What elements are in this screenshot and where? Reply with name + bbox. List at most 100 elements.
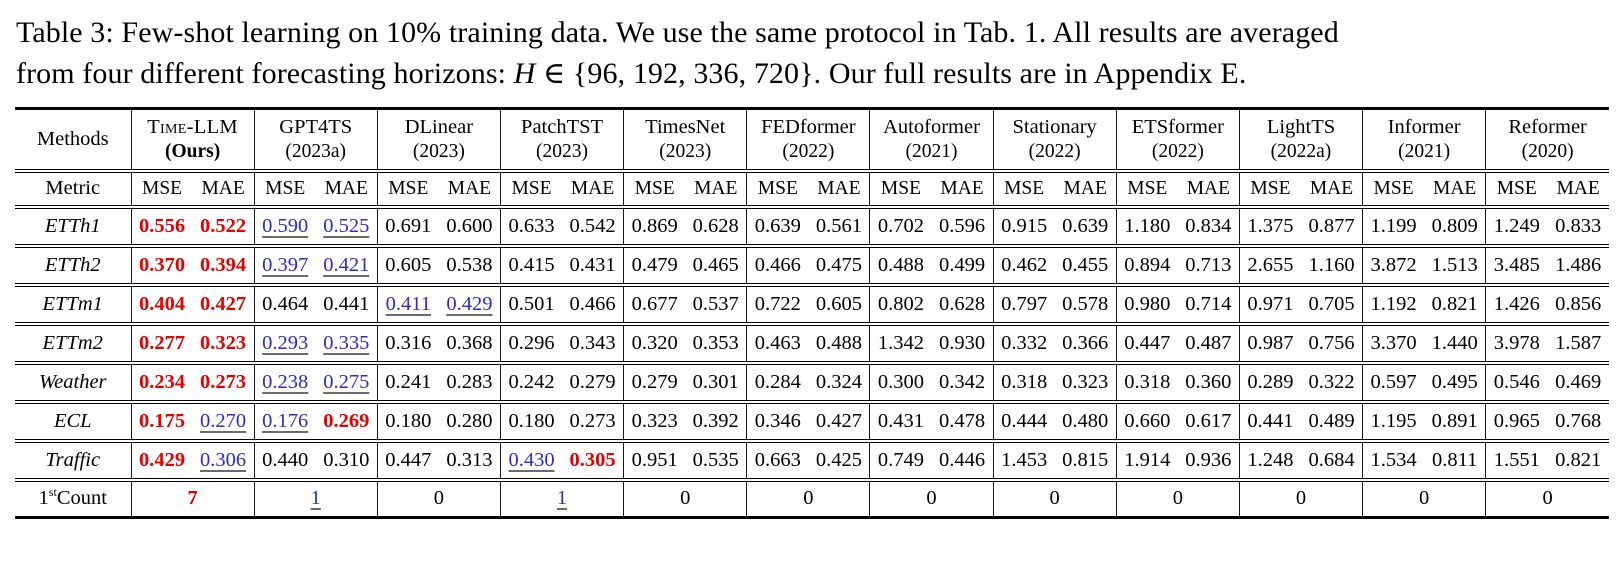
method-header: Reformer (2020) <box>1485 108 1609 173</box>
value-cell: 0.605 <box>377 245 439 287</box>
value-cell: 0.597 <box>1362 362 1425 404</box>
value-cell: 0.722 <box>746 284 809 326</box>
metric-mae-header: MAE <box>1054 170 1117 209</box>
value-cell: 0.465 <box>685 245 748 287</box>
value-cell: 0.466 <box>562 284 625 326</box>
caption-line1: Table 3: Few-shot learning on 10% traini… <box>16 16 1339 49</box>
value-cell: 0.366 <box>1054 323 1117 365</box>
value-cell: 0.441 <box>1239 401 1301 443</box>
value-cell: 0.705 <box>1300 284 1364 326</box>
metric-mse-header: MSE <box>623 170 686 209</box>
value-cell: 0.335 <box>315 323 378 365</box>
value-cell: 0.463 <box>746 323 809 365</box>
value-cell: 0.430 <box>500 440 563 482</box>
value-cell: 0.310 <box>315 440 378 482</box>
value-cell: 0.427 <box>192 284 255 326</box>
value-cell: 0.522 <box>192 206 255 248</box>
value-cell: 0.320 <box>623 323 686 365</box>
method-year: (Ours) <box>164 140 221 162</box>
value-cell: 1.375 <box>1239 206 1301 248</box>
value-cell: 0.856 <box>1547 284 1609 326</box>
value-cell: 1.551 <box>1485 440 1548 482</box>
value-cell: 1.440 <box>1424 323 1487 365</box>
value-cell: 0.600 <box>438 206 501 248</box>
metric-mae-header: MAE <box>1547 170 1609 209</box>
value-cell: 0.605 <box>808 284 871 326</box>
value-cell: 3.978 <box>1485 323 1548 365</box>
value-cell: 0.411 <box>377 284 439 326</box>
count-cell: 0 <box>869 479 994 518</box>
method-name: TimesNet <box>645 115 726 138</box>
value-cell: 0.455 <box>1054 245 1117 287</box>
value-cell: 0.556 <box>131 206 193 248</box>
value-cell: 1.192 <box>1362 284 1425 326</box>
metric-mse-header: MSE <box>1485 170 1548 209</box>
value-cell: 0.537 <box>685 284 748 326</box>
value-cell: 0.869 <box>623 206 686 248</box>
metric-mae-header: MAE <box>808 170 871 209</box>
value-cell: 0.342 <box>931 362 994 404</box>
method-year: (2022) <box>1151 140 1204 162</box>
value-cell: 0.660 <box>1116 401 1178 443</box>
value-cell: 0.447 <box>377 440 439 482</box>
value-cell: 0.821 <box>1547 440 1609 482</box>
method-year: (2023) <box>536 140 589 162</box>
count-cell: 0 <box>1542 487 1553 510</box>
caption-line2-pre: from four different forecasting horizons… <box>16 57 514 90</box>
caption-horizon-var: H <box>513 57 536 90</box>
value-cell: 0.478 <box>931 401 994 443</box>
value-cell: 1.534 <box>1362 440 1425 482</box>
value-cell: 0.234 <box>131 362 193 404</box>
value-cell: 0.469 <box>1547 362 1609 404</box>
value-cell: 0.628 <box>931 284 994 326</box>
value-cell: 0.756 <box>1300 323 1364 365</box>
value-cell: 0.394 <box>192 245 255 287</box>
value-cell: 0.951 <box>623 440 686 482</box>
value-cell: 0.238 <box>254 362 316 404</box>
count-cell: 0 <box>993 479 1117 518</box>
value-cell: 1.195 <box>1362 401 1425 443</box>
value-cell: 0.429 <box>438 284 501 326</box>
method-header: Informer (2021) <box>1362 108 1487 173</box>
value-cell: 0.360 <box>1177 362 1240 404</box>
value-cell: 0.488 <box>808 323 871 365</box>
value-cell: 1.160 <box>1300 245 1364 287</box>
value-cell: 1.513 <box>1424 245 1487 287</box>
metric-mae-header: MAE <box>562 170 625 209</box>
value-cell: 0.815 <box>1054 440 1117 482</box>
value-cell: 0.930 <box>931 323 994 365</box>
metric-mae-header: MAE <box>438 170 501 209</box>
value-cell: 0.877 <box>1300 206 1364 248</box>
count-cell: 1 <box>500 479 625 518</box>
value-cell: 0.714 <box>1177 284 1240 326</box>
value-cell: 0.489 <box>1300 401 1364 443</box>
metric-mse-header: MSE <box>869 170 932 209</box>
value-cell: 0.429 <box>131 440 193 482</box>
method-name: GPT4TS <box>279 115 353 138</box>
table-caption: Table 3: Few-shot learning on 10% traini… <box>16 12 1608 94</box>
method-year: (2022) <box>1028 140 1081 162</box>
value-cell: 0.894 <box>1116 245 1178 287</box>
value-cell: 0.277 <box>131 323 193 365</box>
method-year: (2023) <box>659 140 712 162</box>
method-header: FEDformer (2022) <box>746 108 871 173</box>
value-cell: 0.289 <box>1239 362 1301 404</box>
metric-mse-header: MSE <box>1239 170 1301 209</box>
value-cell: 0.176 <box>254 401 316 443</box>
value-cell: 0.811 <box>1424 440 1487 482</box>
count-cell: 7 <box>131 479 255 518</box>
value-cell: 0.415 <box>500 245 563 287</box>
value-cell: 0.749 <box>869 440 932 482</box>
count-cell: 0 <box>1116 479 1240 518</box>
dataset-label: ETTm2 <box>15 323 132 365</box>
value-cell: 0.273 <box>192 362 255 404</box>
metric-mse-header: MSE <box>1362 170 1425 209</box>
value-cell: 0.316 <box>377 323 439 365</box>
metric-mae-header: MAE <box>1424 170 1487 209</box>
value-cell: 0.180 <box>377 401 439 443</box>
value-cell: 0.980 <box>1116 284 1178 326</box>
value-cell: 0.301 <box>685 362 748 404</box>
value-cell: 0.284 <box>746 362 809 404</box>
value-cell: 1.453 <box>993 440 1055 482</box>
value-cell: 0.293 <box>254 323 316 365</box>
